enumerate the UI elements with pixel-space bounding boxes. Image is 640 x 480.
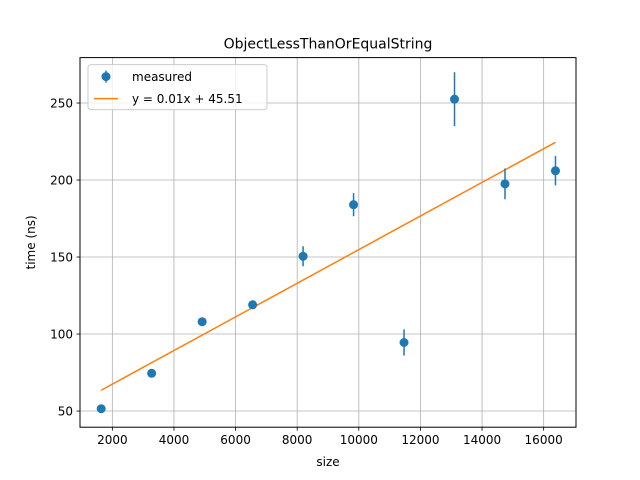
data-point	[298, 251, 308, 261]
data-point	[550, 166, 560, 176]
chart-title: ObjectLessThanOrEqualString	[224, 37, 433, 53]
y-tick-label: 250	[50, 96, 73, 110]
grid	[80, 57, 576, 428]
y-tick-label: 200	[50, 173, 73, 187]
data-point	[96, 404, 106, 414]
y-tick-label: 100	[50, 327, 73, 341]
data-point	[399, 338, 409, 347]
ticks: 2000 4000 6000 8000 10000 12000 14000 16000 50 10…	[50, 96, 563, 447]
fit-line	[100, 141, 556, 391]
data-point	[349, 200, 359, 210]
x-tick-label: 2000	[97, 433, 128, 447]
legend-entry-label: y = 0.01x + 45.51	[132, 92, 243, 106]
legend-box	[87, 64, 268, 111]
x-tick-label: 4000	[159, 433, 190, 447]
legend-marker-swatch	[101, 72, 111, 82]
y-tick-label: 150	[50, 250, 73, 264]
data-point	[197, 317, 207, 327]
data-point	[147, 368, 157, 378]
x-tick-label: 14000	[463, 433, 501, 447]
data-point	[500, 179, 510, 189]
x-tick-label: 12000	[401, 433, 439, 447]
y-axis-label: time (ns)	[24, 215, 38, 269]
x-tick-label: 8000	[282, 433, 313, 447]
plot-frame	[79, 57, 577, 428]
data-point	[450, 94, 460, 104]
x-tick-label: 16000	[525, 433, 563, 447]
y-tick-label: 50	[58, 404, 73, 418]
x-tick-label: 10000	[340, 433, 378, 447]
x-tick-label: 6000	[220, 433, 251, 447]
data-point	[248, 300, 258, 310]
legend: measured y = 0.01x + 45.51	[87, 64, 268, 111]
series-layer	[96, 72, 560, 414]
legend-entry-label: measured	[132, 70, 192, 84]
x-axis-label: size	[316, 455, 339, 469]
